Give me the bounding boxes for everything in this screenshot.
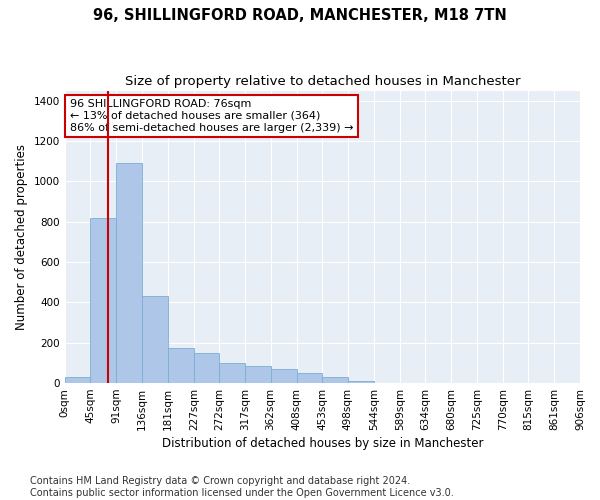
Bar <box>142 296 167 383</box>
Bar <box>271 369 297 383</box>
Bar <box>167 348 194 383</box>
Bar <box>90 218 116 383</box>
Text: 96 SHILLINGFORD ROAD: 76sqm
← 13% of detached houses are smaller (364)
86% of se: 96 SHILLINGFORD ROAD: 76sqm ← 13% of det… <box>70 100 353 132</box>
Bar <box>116 163 142 383</box>
Title: Size of property relative to detached houses in Manchester: Size of property relative to detached ho… <box>125 75 520 88</box>
Bar <box>65 377 90 383</box>
Y-axis label: Number of detached properties: Number of detached properties <box>15 144 28 330</box>
X-axis label: Distribution of detached houses by size in Manchester: Distribution of detached houses by size … <box>161 437 483 450</box>
Bar <box>297 373 322 383</box>
Bar <box>194 353 220 383</box>
Bar <box>348 382 374 383</box>
Bar <box>322 378 348 383</box>
Text: 96, SHILLINGFORD ROAD, MANCHESTER, M18 7TN: 96, SHILLINGFORD ROAD, MANCHESTER, M18 7… <box>93 8 507 22</box>
Text: Contains HM Land Registry data © Crown copyright and database right 2024.
Contai: Contains HM Land Registry data © Crown c… <box>30 476 454 498</box>
Bar <box>245 366 271 383</box>
Bar <box>220 363 245 383</box>
